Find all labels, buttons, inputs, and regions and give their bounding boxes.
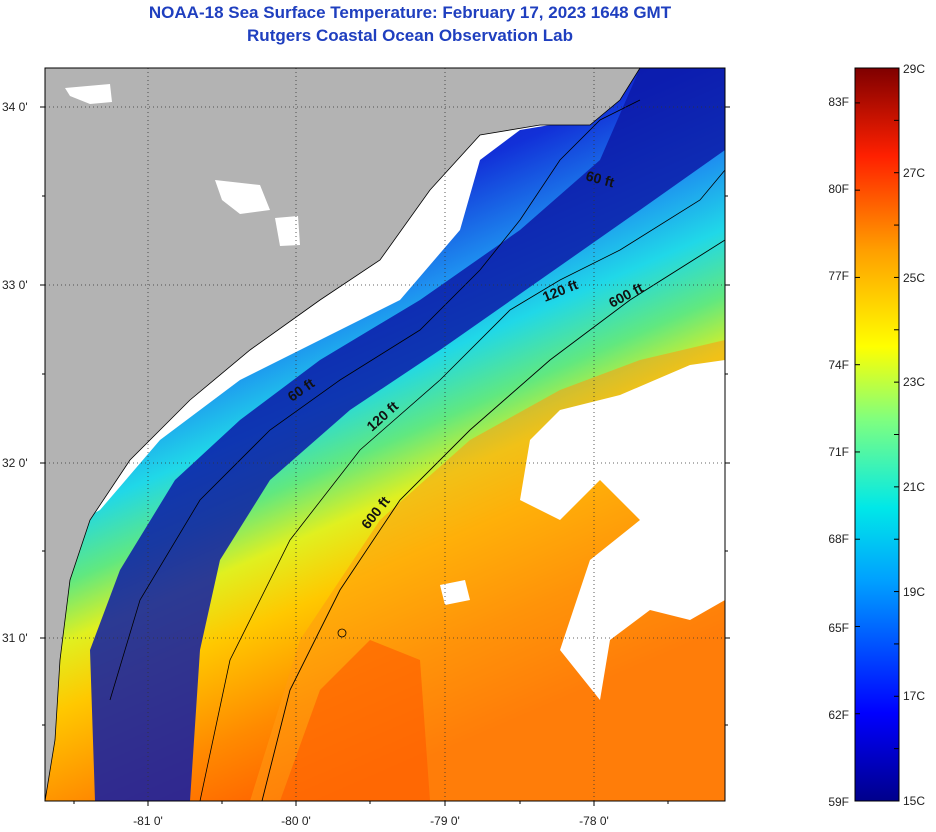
map-title: NOAA-18 Sea Surface Temperature: Februar… xyxy=(148,3,672,22)
latitude-label: 34 0' xyxy=(2,100,28,114)
graticule xyxy=(45,68,725,801)
seamount-contour xyxy=(337,628,347,638)
axis-ticks xyxy=(40,106,730,806)
coastline xyxy=(45,68,641,801)
warm-patch xyxy=(280,640,430,801)
colorbar-c-label: 17C xyxy=(903,689,925,703)
latitude-label: 32 0' xyxy=(2,456,28,470)
cloud-patch xyxy=(440,580,470,605)
colorbar-labels: 83F 80F 77F 74F 71F 68F 65F 62F 59F 29C … xyxy=(828,62,925,809)
colorbar-c-label: 29C xyxy=(903,62,925,76)
latitude-label: 31 0' xyxy=(2,631,28,645)
colorbar-f-label: 68F xyxy=(828,532,849,546)
land-mass xyxy=(45,68,640,801)
colorbar-ticks xyxy=(855,67,899,802)
colorbar-f-label: 77F xyxy=(828,269,849,283)
cold-shelf-water xyxy=(90,68,725,801)
colorbar-c-label: 25C xyxy=(903,271,925,285)
colorbar-c-label: 27C xyxy=(903,166,925,180)
inland-water xyxy=(275,216,300,246)
sst-colorbar xyxy=(854,67,900,802)
colorbar-f-label: 62F xyxy=(828,708,849,722)
colorbar-f-label: 80F xyxy=(828,182,849,196)
cloud-cover xyxy=(520,360,725,700)
colorbar-c-label: 23C xyxy=(903,375,925,389)
contour-label: 60 ft xyxy=(584,167,616,190)
inland-water xyxy=(65,84,112,104)
longitude-label: -81 0' xyxy=(133,814,163,828)
colorbar-f-label: 65F xyxy=(828,621,849,635)
map-area: 60 ft 120 ft 600 ft 60 ft 120 ft 600 ft xyxy=(45,68,725,801)
colorbar-f-label: 59F xyxy=(828,795,849,809)
colorbar-f-label: 71F xyxy=(828,445,849,459)
colorbar-f-label: 74F xyxy=(828,358,849,372)
longitude-label: -78 0' xyxy=(579,814,609,828)
longitude-label: -80 0' xyxy=(281,814,311,828)
colorbar-f-label: 83F xyxy=(828,95,849,109)
colorbar-c-label: 19C xyxy=(903,585,925,599)
map-frame xyxy=(44,67,726,802)
longitude-label: -79 0' xyxy=(430,814,460,828)
colorbar-c-label: 21C xyxy=(903,480,925,494)
colorbar-c-label: 15C xyxy=(903,794,925,808)
isobath-600ft xyxy=(261,239,725,801)
isobath-120ft xyxy=(199,169,725,801)
latitude-label: 33 0' xyxy=(2,278,28,292)
isobath-60ft xyxy=(109,99,641,701)
map-subtitle: Rutgers Coastal Ocean Observation Lab xyxy=(247,26,573,45)
inland-water xyxy=(215,180,270,214)
